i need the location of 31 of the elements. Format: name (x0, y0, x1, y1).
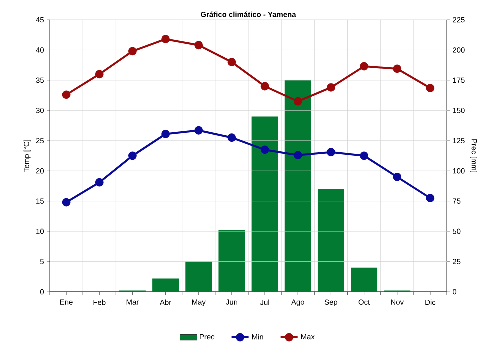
point (327, 83, 336, 92)
bar (318, 189, 344, 292)
point (360, 62, 368, 71)
point (294, 151, 302, 160)
point (228, 58, 236, 67)
point (128, 47, 137, 56)
bar (351, 268, 378, 292)
bar (186, 262, 212, 292)
bar (218, 230, 246, 292)
point (260, 146, 270, 154)
point (393, 64, 402, 74)
point (426, 84, 435, 92)
point (194, 126, 204, 135)
point (393, 172, 402, 182)
bar (252, 116, 278, 292)
point (260, 82, 270, 91)
point (62, 90, 71, 100)
point (95, 178, 104, 187)
point (360, 152, 368, 160)
point (228, 134, 236, 142)
bar (152, 278, 180, 292)
point (62, 198, 71, 207)
point (162, 35, 170, 44)
point (294, 97, 302, 106)
point (426, 194, 435, 203)
point (128, 152, 137, 160)
point (162, 130, 170, 138)
point (194, 41, 204, 50)
point (95, 70, 104, 79)
point (327, 148, 336, 157)
bar (284, 80, 312, 292)
